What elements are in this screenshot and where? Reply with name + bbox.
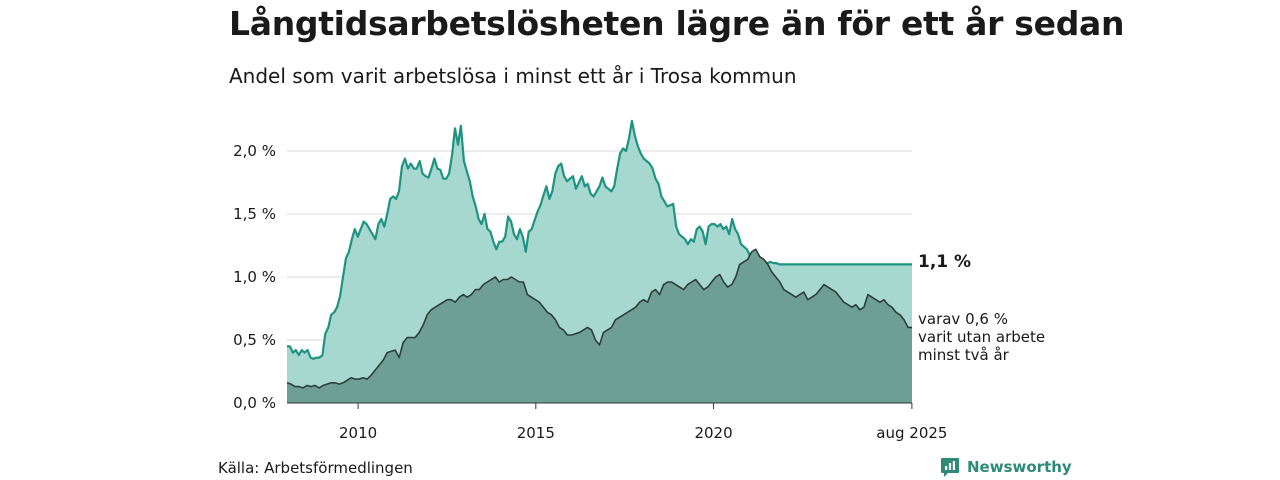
end-label-sub-line: minst två år <box>918 346 1010 364</box>
chart-title: Långtidsarbetslösheten lägre än för ett … <box>229 4 1125 43</box>
axis-layer: 0,0 % 0,5 % 1,0 % 1,5 % 2,0 % 2010 2015 2020 aug… <box>233 142 947 442</box>
chart-subtitle: Andel som varit arbetslösa i minst ett å… <box>229 64 797 88</box>
brand-name: Newsworthy <box>967 458 1072 476</box>
y-tick-label: 2,0 % <box>233 142 276 160</box>
end-label-sub-line: varav 0,6 % <box>918 310 1008 328</box>
end-label-sub-line: varit utan arbete <box>918 328 1045 346</box>
newsworthy-icon <box>941 458 959 477</box>
x-tick-label: 2010 <box>339 424 377 442</box>
source-note: Källa: Arbetsförmedlingen <box>218 459 413 477</box>
brand-logo[interactable]: Newsworthy <box>939 456 1072 478</box>
x-tick-label: 2020 <box>694 424 732 442</box>
area-minst_tva_ar <box>287 249 912 403</box>
line-minst_tva_ar <box>286 248 912 389</box>
area-layer <box>286 119 912 404</box>
x-tick-label: aug 2025 <box>876 424 947 442</box>
y-tick-label: 0,5 % <box>233 331 276 349</box>
x-tick-label: 2015 <box>517 424 555 442</box>
end-label-main: 1,1 % <box>918 252 971 272</box>
y-tick-label: 0,0 % <box>233 394 276 412</box>
y-tick-label: 1,0 % <box>233 268 276 286</box>
line-minst_ett_ar <box>287 119 912 360</box>
y-tick-label: 1,5 % <box>233 205 276 223</box>
